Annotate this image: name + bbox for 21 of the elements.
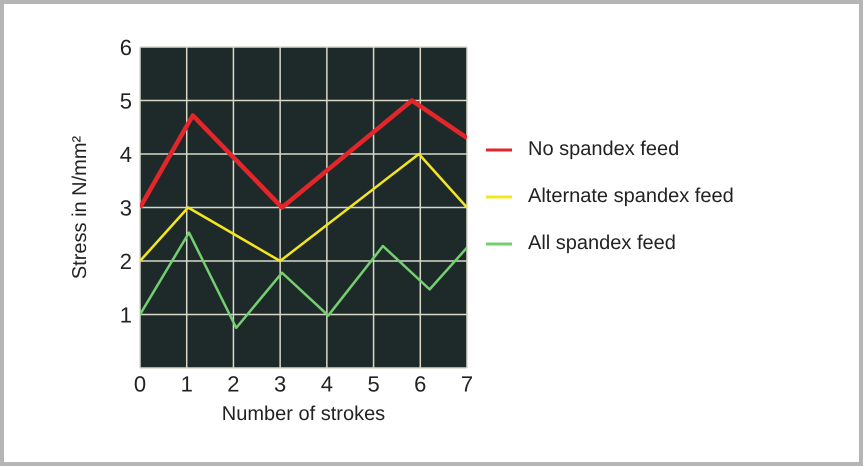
y-axis-title: Stress in N/mm² [69, 135, 91, 280]
legend-label: No spandex feed [528, 138, 680, 161]
legend-label: Alternate spandex feed [528, 185, 734, 208]
x-tick-label: 3 [274, 372, 286, 397]
y-tick-label: 2 [120, 248, 132, 274]
x-tick-label: 5 [367, 372, 380, 397]
x-axis-title: Number of strokes [222, 403, 386, 425]
line-series [140, 98, 467, 210]
y-tick-label: 4 [120, 142, 132, 167]
x-tick-label: 2 [227, 372, 240, 397]
y-tick-label: 3 [120, 195, 132, 220]
line-series [140, 231, 467, 330]
y-tick-label: 6 [120, 34, 132, 60]
legend-label: All spandex feed [528, 232, 676, 255]
x-tick-label: 1 [180, 372, 193, 397]
x-tick-label: 6 [414, 372, 426, 397]
y-tick-label: 5 [120, 88, 132, 114]
x-tick-label: 7 [460, 372, 474, 397]
y-tick-label: 1 [120, 302, 132, 328]
x-tick-label: 4 [320, 372, 333, 397]
x-tick-label: 0 [134, 372, 146, 397]
